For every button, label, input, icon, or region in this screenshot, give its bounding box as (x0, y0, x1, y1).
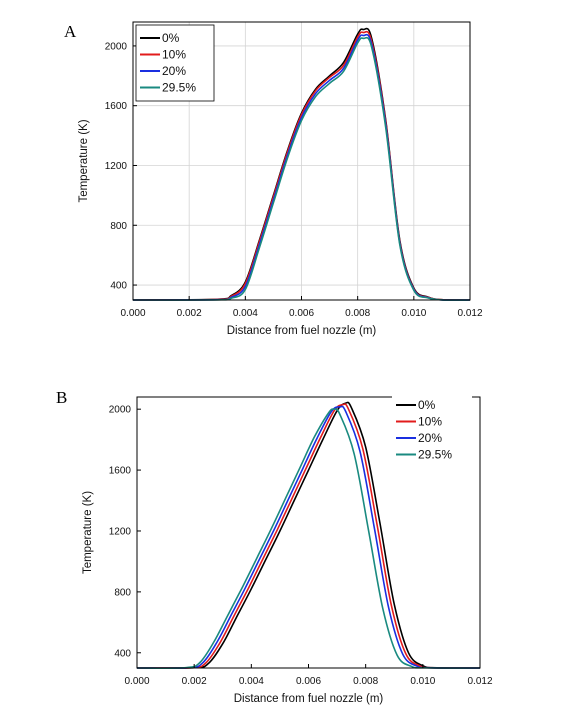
legend-label: 10% (418, 415, 442, 429)
y-tick-label: 400 (114, 648, 131, 659)
series-group-a (132, 27, 471, 301)
x-tick-label: 0.008 (345, 308, 370, 319)
x-tick-label: 0.004 (233, 308, 258, 319)
grid-a (133, 22, 470, 300)
x-tick-label: 0.002 (182, 676, 207, 687)
y-tick-label: 2000 (105, 41, 128, 52)
x-tick-labels-a: 0.000 0.002 0.004 0.006 0.008 0.010 0.012 (120, 308, 482, 319)
x-tick-label: 0.000 (120, 308, 145, 319)
y-axis-label-a: Temperature (K) (78, 119, 90, 202)
legend-label: 0% (162, 31, 180, 45)
chart-panel-b: B 0.000 0.002 0.004 0.006 0.008 0.010 0.012 40… (56, 388, 493, 705)
x-axis-label-a: Distance from fuel nozzle (m) (227, 325, 377, 337)
series-line-20pct (136, 405, 481, 669)
panel-label-a: A (64, 22, 77, 41)
x-axis-label-b: Distance from fuel nozzle (m) (234, 693, 384, 705)
x-tick-labels-b: 0.000 0.002 0.004 0.006 0.008 0.010 0.012 (124, 676, 492, 687)
chart-panel-a: A 0.000 0.002 0.004 0.006 0.008 0.010 0.012 40… (64, 21, 483, 337)
y-tick-label: 400 (110, 281, 127, 292)
y-tick-label: 2000 (109, 405, 132, 416)
series-line-29-5pct (136, 408, 481, 669)
ticks-a (132, 45, 471, 300)
series-line-0pct (136, 401, 481, 669)
y-tick-label: 1200 (105, 161, 128, 172)
y-tick-label: 1200 (109, 526, 132, 537)
x-tick-label: 0.000 (124, 676, 149, 687)
legend-label: 10% (162, 48, 186, 62)
legend-label: 29.5% (418, 448, 452, 462)
series-line-10pct (136, 403, 481, 669)
x-tick-label: 0.010 (401, 308, 426, 319)
x-tick-label: 0.012 (457, 308, 482, 319)
x-tick-label: 0.010 (410, 676, 435, 687)
x-tick-label: 0.004 (239, 676, 264, 687)
y-tick-labels-a: 400 800 1200 1600 2000 (105, 41, 128, 291)
legend-b: 0% 10% 20% 29.5% (392, 392, 472, 464)
series-group-b (136, 401, 481, 669)
y-tick-labels-b: 400 800 1200 1600 2000 (109, 405, 132, 660)
series-line-29-5pct (132, 36, 471, 301)
x-tick-label: 0.002 (177, 308, 202, 319)
x-tick-label: 0.008 (353, 676, 378, 687)
x-tick-label: 0.006 (289, 308, 314, 319)
legend-label: 29.5% (162, 81, 196, 95)
legend-label: 20% (418, 431, 442, 445)
y-tick-label: 1600 (105, 101, 128, 112)
y-axis-label-b: Temperature (K) (82, 491, 94, 574)
x-tick-label: 0.006 (296, 676, 321, 687)
legend-a: 0% 10% 20% 29.5% (135, 24, 215, 102)
legend-label: 0% (418, 398, 436, 412)
y-tick-label: 800 (114, 587, 131, 598)
y-tick-label: 1600 (109, 466, 132, 477)
legend-label: 20% (162, 64, 186, 78)
y-tick-label: 800 (110, 221, 127, 232)
x-tick-label: 0.012 (467, 676, 492, 687)
ticks-b (136, 408, 481, 668)
panel-label-b: B (56, 388, 67, 407)
